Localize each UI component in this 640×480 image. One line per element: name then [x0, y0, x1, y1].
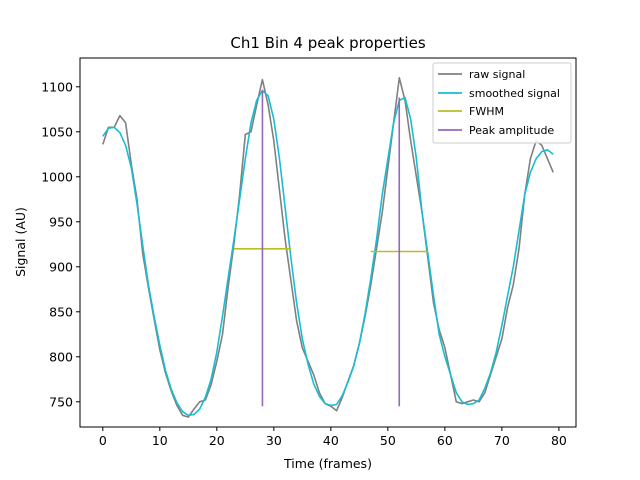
legend-label-raw-signal: raw signal	[469, 68, 525, 81]
y-axis-label: Signal (AU)	[13, 207, 28, 277]
series-line-smoothed-signal	[102, 89, 554, 417]
chart-title: Ch1 Bin 4 peak properties	[230, 34, 425, 52]
y-tick-label: 800	[49, 349, 73, 364]
x-axis: 0 10 20 30 40 50 60 70 80	[99, 427, 567, 448]
y-tick-label: 1000	[41, 169, 73, 184]
x-tick-label: 40	[323, 433, 339, 448]
x-tick-label: 30	[266, 433, 282, 448]
x-tick-label: 60	[437, 433, 453, 448]
x-tick-label: 70	[494, 433, 510, 448]
x-tick-label: 80	[551, 433, 567, 448]
y-tick-label: 1050	[41, 124, 73, 139]
plot-area	[102, 77, 554, 418]
x-tick-label: 50	[380, 433, 396, 448]
legend-label-smoothed-signal: smoothed signal	[469, 87, 560, 100]
x-tick-label: 20	[209, 433, 225, 448]
y-tick-label: 750	[49, 394, 73, 409]
y-tick-label: 850	[49, 304, 73, 319]
legend: raw signal smoothed signal FWHM Peak amp…	[432, 62, 572, 144]
legend-label-peak-amplitude: Peak amplitude	[469, 124, 554, 137]
plot-frame	[79, 57, 577, 428]
x-tick-label: 10	[152, 433, 168, 448]
y-tick-label: 1100	[41, 79, 73, 94]
legend-box	[432, 62, 572, 144]
x-tick-label: 0	[99, 433, 107, 448]
legend-label-fwhm: FWHM	[469, 105, 504, 118]
y-tick-label: 900	[49, 259, 73, 274]
x-axis-label: Time (frames)	[283, 456, 372, 471]
y-tick-label: 950	[49, 214, 73, 229]
y-axis: 750 800 850 900 950 1000 1050 1100	[41, 79, 80, 409]
